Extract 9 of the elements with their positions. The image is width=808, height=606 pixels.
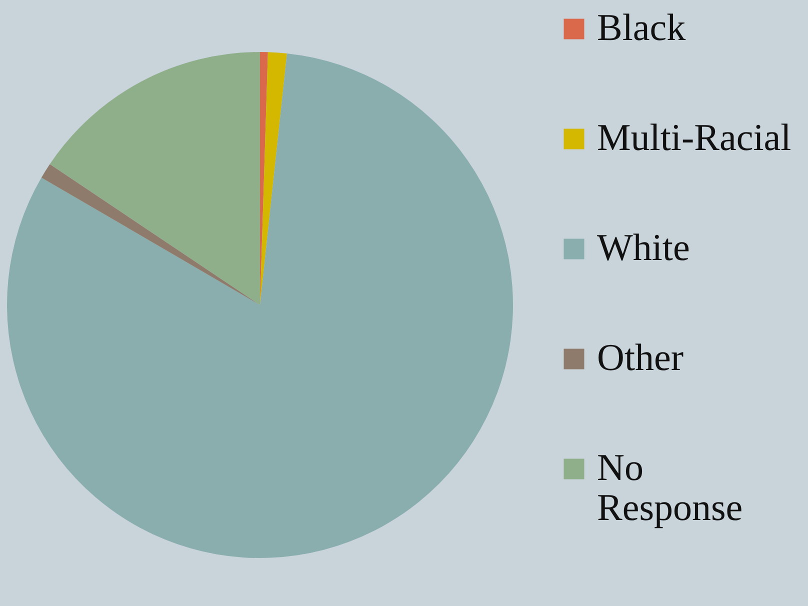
legend-label: White bbox=[597, 227, 690, 269]
legend-label: Multi-Racial bbox=[597, 117, 792, 159]
pie-slice bbox=[41, 164, 260, 305]
legend-label: Black bbox=[597, 7, 686, 49]
pie-slice bbox=[7, 53, 513, 558]
pie-slice bbox=[260, 52, 287, 305]
legend-label: Other bbox=[597, 337, 684, 379]
pie-slice bbox=[50, 52, 260, 305]
legend-label: No Response bbox=[597, 447, 743, 529]
